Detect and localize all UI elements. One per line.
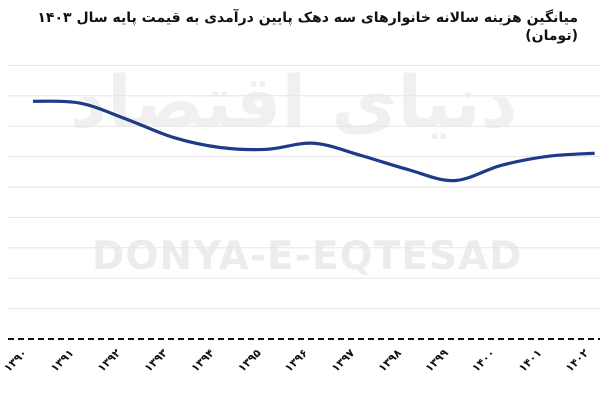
x-tick-label: ۱۳۹۶ [282,346,310,374]
x-tick-label: ۱۳۹۱ [48,346,76,374]
x-tick-label: ۱۳۹۹ [423,346,451,374]
chart-title: میانگین هزینه سالانه خانوارهای سه دهک پا… [37,10,578,44]
series-line [32,99,595,183]
x-tick-label: ۱۳۹۰ [1,346,29,374]
x-tick-label: ۱۴۰۲ [563,346,591,374]
x-tick-label: ۱۳۹۷ [329,346,357,374]
x-tick-label: ۱۴۰۱ [516,346,544,374]
x-tick-label: ۱۳۹۲ [95,346,123,374]
x-tick-label: ۱۳۹۴ [189,346,217,374]
x-tick-label: ۱۳۹۳ [142,346,170,374]
x-tick-label: ۱۳۹۵ [235,346,263,374]
x-tick-label: ۱۳۹۸ [376,346,404,374]
x-tick-label: ۱۴۰۰ [469,346,497,374]
